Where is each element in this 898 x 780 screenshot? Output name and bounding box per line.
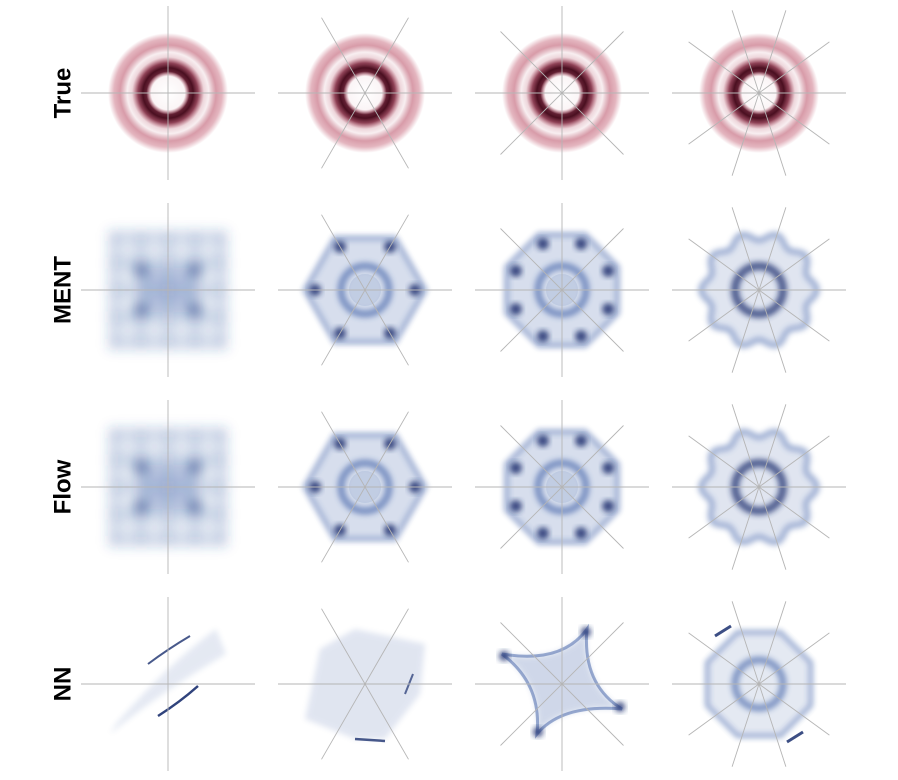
projection-line — [688, 632, 830, 736]
panel-flow-1 — [81, 400, 255, 574]
panel-nn-2 — [278, 608, 452, 760]
projection-lines — [81, 203, 255, 377]
panel-ment-2 — [278, 214, 452, 366]
projection-line — [500, 31, 624, 155]
projection-lines — [81, 6, 255, 180]
projection-line — [500, 228, 624, 352]
density-reconstruction — [305, 629, 425, 743]
panel-ment-4 — [672, 207, 846, 373]
projection-lines — [278, 17, 452, 169]
projection-lines — [475, 203, 649, 377]
panel-nn-1 — [81, 597, 255, 771]
projection-lines — [672, 10, 846, 176]
projection-line — [688, 435, 830, 539]
panel-flow-4 — [672, 404, 846, 570]
row-labels: True MENT Flow NN — [50, 68, 77, 702]
projection-line — [500, 425, 624, 549]
projection-line — [321, 17, 409, 169]
panel-nn-3 — [475, 597, 649, 771]
row-label-nn: NN — [50, 667, 77, 702]
projection-lines — [278, 411, 452, 563]
row-label-ment: MENT — [50, 256, 77, 324]
projection-lines — [81, 400, 255, 574]
panel-grid — [81, 6, 846, 771]
panel-true-1 — [81, 6, 255, 180]
panel-flow-2 — [278, 411, 452, 563]
panel-flow-3 — [475, 400, 649, 574]
projection-line — [321, 411, 409, 563]
panel-true-3 — [475, 6, 649, 180]
projection-line — [500, 622, 624, 746]
projection-lines — [672, 207, 846, 373]
projection-lines — [278, 214, 452, 366]
row-label-flow: Flow — [50, 459, 77, 514]
projection-lines — [475, 597, 649, 771]
projection-lines — [475, 400, 649, 574]
row-label-true: True — [50, 68, 77, 119]
panel-ment-3 — [475, 203, 649, 377]
projection-lines — [475, 6, 649, 180]
projection-lines — [672, 404, 846, 570]
panel-nn-4 — [672, 601, 846, 767]
projection-lines — [672, 601, 846, 767]
projection-lines — [81, 597, 255, 771]
panel-true-4 — [672, 10, 846, 176]
projection-line — [688, 41, 830, 145]
panel-true-2 — [278, 17, 452, 169]
projection-lines — [278, 608, 452, 760]
projection-line — [321, 214, 409, 366]
projection-line — [688, 238, 830, 342]
projection-line — [321, 608, 409, 760]
panel-ment-1 — [81, 203, 255, 377]
